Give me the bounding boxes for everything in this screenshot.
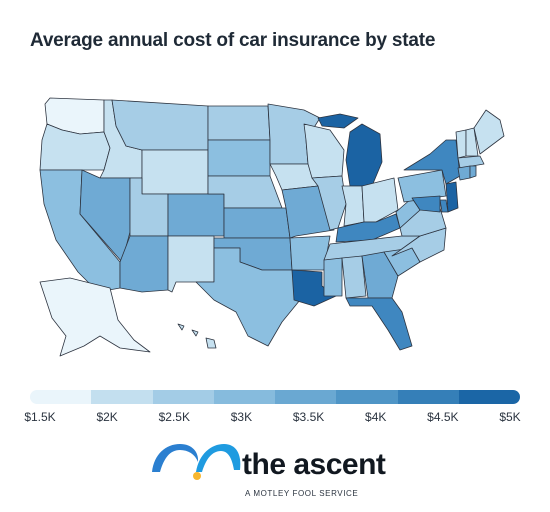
legend-tick-label: $4.5K xyxy=(427,410,459,424)
legend-segment xyxy=(458,390,520,404)
state-vermont xyxy=(455,129,467,159)
legend-segment xyxy=(213,390,275,404)
state-north-dakota xyxy=(207,105,271,141)
legend-tick-label: $3K xyxy=(230,410,253,424)
logo-dot xyxy=(193,472,201,480)
color-scale-legend xyxy=(30,390,520,404)
state-alaska xyxy=(39,277,151,357)
state-texas xyxy=(195,247,301,347)
state-colorado xyxy=(167,193,225,237)
legend-segment xyxy=(30,390,92,404)
state-arizona xyxy=(119,235,169,293)
legend-tick-label: $5K xyxy=(499,410,521,424)
state-new-mexico xyxy=(167,235,215,293)
state-georgia xyxy=(361,251,399,299)
legend-tick-label: $1.5K xyxy=(24,410,56,424)
legend-segment xyxy=(275,390,337,404)
us-choropleth-map xyxy=(39,97,505,357)
state-maryland xyxy=(411,195,441,213)
state-rhode-island xyxy=(469,165,477,179)
state-kansas xyxy=(223,207,291,239)
brand-name: the ascent xyxy=(242,448,386,481)
legend-segment xyxy=(336,390,398,404)
state-new-jersey xyxy=(445,181,459,213)
legend-tick-labels: $1.5K $2K $2.5K $3K $3.5K $4K $4.5K $5K xyxy=(0,410,550,426)
state-ohio xyxy=(361,177,399,223)
brand-tagline: A MOTLEY FOOL SERVICE xyxy=(245,489,359,498)
state-pennsylvania xyxy=(397,169,447,203)
state-maine xyxy=(473,109,505,155)
legend-tick-label: $2.5K xyxy=(158,410,190,424)
legend-tick-label: $3.5K xyxy=(292,410,325,424)
state-massachusetts xyxy=(457,155,485,169)
state-hawaii xyxy=(177,323,217,349)
state-wyoming xyxy=(141,149,209,195)
state-mississippi xyxy=(323,257,343,297)
logo-right-arch xyxy=(196,444,241,472)
state-wisconsin xyxy=(303,123,345,179)
state-alabama xyxy=(341,255,367,299)
state-florida xyxy=(345,297,413,351)
state-south-dakota xyxy=(207,139,271,177)
state-connecticut xyxy=(457,165,471,181)
state-delaware xyxy=(439,199,449,213)
brand-logo-mark xyxy=(152,444,241,480)
legend-segment xyxy=(91,390,153,404)
logo-left-arch xyxy=(152,444,199,472)
legend-tick-label: $4K xyxy=(365,410,387,424)
legend-segment xyxy=(397,390,459,404)
state-michigan xyxy=(317,113,383,187)
legend-tick-label: $2K xyxy=(96,410,118,424)
map-title: Average annual cost of car insurance by … xyxy=(30,30,436,51)
legend-segment xyxy=(152,390,214,404)
state-montana xyxy=(111,99,209,151)
